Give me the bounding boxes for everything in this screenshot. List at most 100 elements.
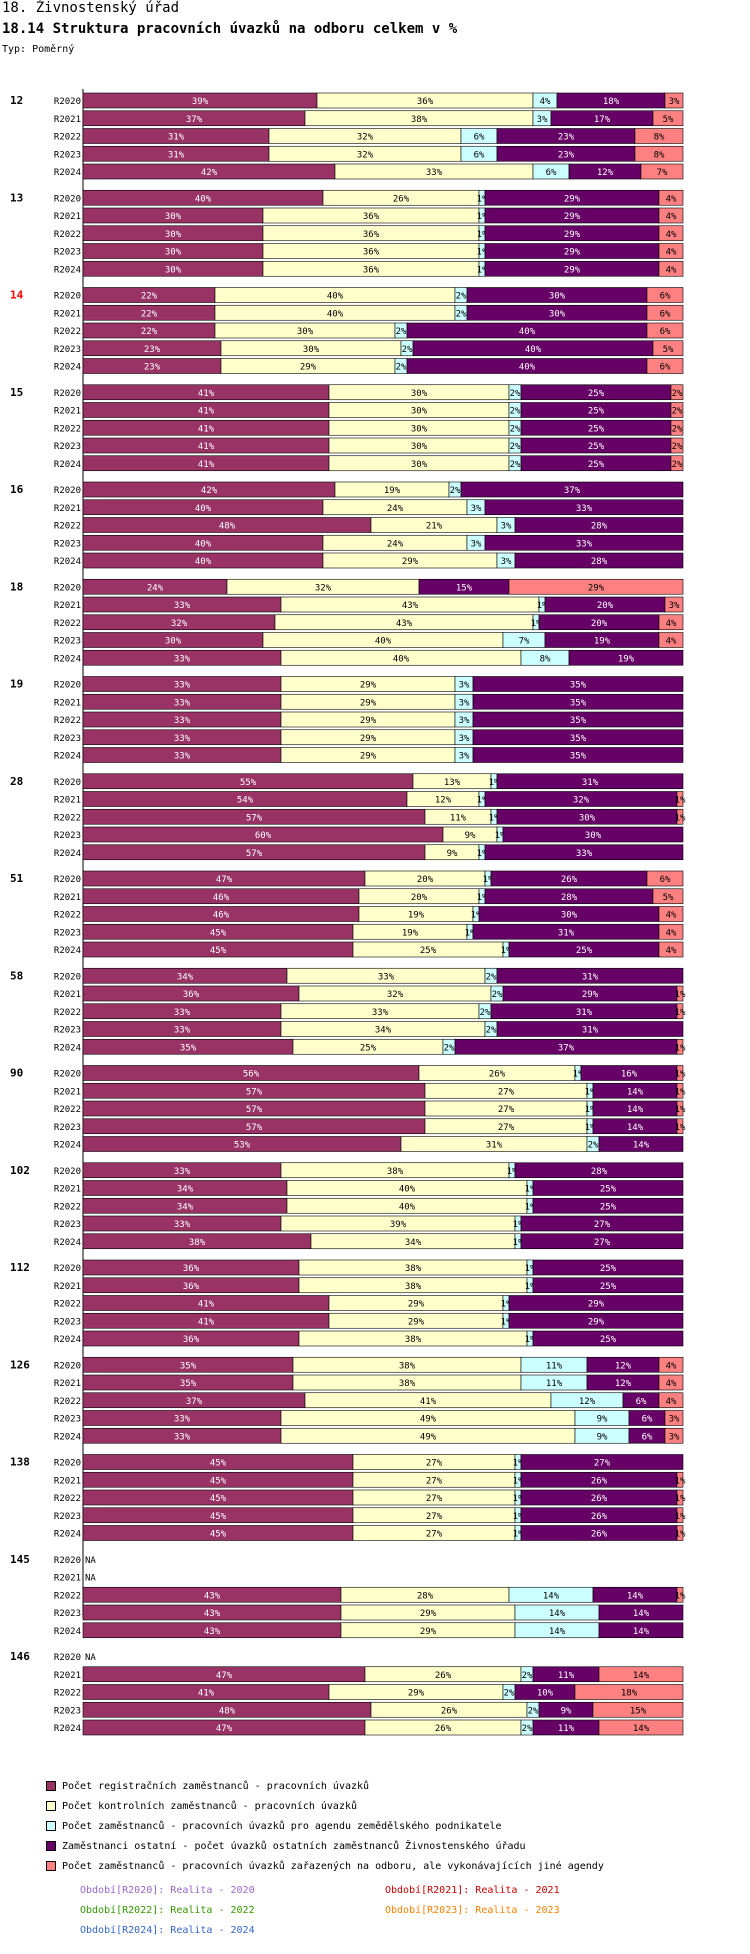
bar-value-label: 1% [477,849,488,859]
bar-value-label: 33% [174,1026,191,1036]
bar-value-label: 15% [630,1706,647,1716]
bar-value-label: 2% [672,407,683,417]
bar-value-label: 24% [147,583,164,593]
bar-value-label: 1% [675,1105,686,1115]
bar-value-label: 1% [477,230,488,240]
row-label: R2023 [54,1220,81,1230]
bar-value-label: 40% [399,1185,416,1195]
bar-value-label: 26% [591,1476,608,1486]
row-label: R2022 [54,911,81,921]
row-label: R2023 [54,248,81,258]
row-label: R2020 [54,97,81,107]
period-label: Období[R2021]: Realita - 2021 [385,1885,560,1896]
legend-swatch [46,1781,56,1791]
bar-value-label: 30% [411,460,428,470]
bar-value-label: 14% [627,1105,644,1115]
bar-value-label: 2% [456,292,467,302]
bar-value-label: 1% [477,265,488,275]
row-label: R2023 [54,1706,81,1716]
bar-value-label: 26% [561,875,578,885]
bar-value-label: 2% [456,309,467,319]
bar-value-label: 30% [165,265,182,275]
bar-value-label: 14% [633,1724,650,1734]
bar-value-label: 45% [210,1530,227,1540]
bar-value-label: 33% [174,654,191,664]
bar-value-label: 33% [174,1167,191,1177]
bar-value-label: 25% [600,1335,617,1345]
bar-value-label: 28% [417,1591,434,1601]
bar-segment [658,260,684,277]
bar-segment [664,92,684,109]
row-label: R2020 [54,1556,81,1566]
bar-value-label: 1% [477,248,488,258]
bar-segment [658,923,684,940]
row-label: R2021 [54,309,81,319]
bar-segment [676,1471,684,1488]
bar-value-label: 40% [195,504,212,514]
bar-value-label: 9% [447,849,458,859]
bar-segment [514,1162,684,1179]
bar-value-label: 1% [537,601,548,611]
bar-value-label: 39% [192,97,209,107]
bar-value-label: 1% [525,1335,536,1345]
bar-value-label: 23% [144,363,161,373]
row-label: R2022 [54,1008,81,1018]
bar-value-label: 27% [426,1459,443,1469]
bar-value-label: 30% [411,389,428,399]
bar-value-label: 33% [174,1008,191,1018]
bar-segment [676,1100,684,1117]
bar-value-label: 57% [246,813,263,823]
legend-label: Zaměstnanci ostatní - počet úvazků ostat… [62,1841,526,1852]
bar-value-label: 30% [549,292,566,302]
bar-value-label: 8% [540,654,551,664]
bar-segment [670,384,684,401]
bar-value-label: 26% [591,1494,608,1504]
bar-segment [646,870,684,887]
bar-value-label: 40% [399,1202,416,1212]
bar-value-label: 12% [435,796,452,806]
bar-value-label: 33% [174,1415,191,1425]
row-label: R2023 [54,1609,81,1619]
bar-value-label: 35% [570,752,587,762]
row-label: R2023 [54,637,81,647]
bar-value-label: 12% [615,1379,632,1389]
legend-label: Počet registračních zaměstnanců - pracov… [62,1781,370,1792]
group-label: 28 [10,775,23,788]
bar-value-label: 25% [600,1202,617,1212]
row-label: R2023 [54,150,81,160]
bar-value-label: 14% [549,1609,566,1619]
row-label: R2022 [54,133,81,143]
row-label: R2022 [54,813,81,823]
bar-value-label: 26% [393,194,410,204]
bar-segment [472,729,684,746]
group-label: 58 [10,969,23,982]
bar-value-label: 25% [600,1264,617,1274]
bar-value-label: 41% [420,1397,437,1407]
bar-segment [646,322,684,339]
bar-value-label: 33% [576,539,593,549]
bar-segment [496,967,684,984]
bar-value-label: 28% [591,557,608,567]
na-label: NA [85,1574,96,1584]
bar-segment [598,1136,684,1152]
bar-value-label: 4% [666,194,677,204]
bar-value-label: 25% [588,389,605,399]
bar-value-label: 6% [636,1397,647,1407]
bar-value-label: 18% [621,1689,638,1699]
bar-value-label: 1% [675,796,686,806]
bar-value-label: 32% [387,990,404,1000]
bar-value-label: 25% [588,424,605,434]
legend-swatch [46,1801,56,1811]
bar-value-label: 1% [513,1494,524,1504]
bar-value-label: 22% [141,309,158,319]
bar-value-label: 33% [174,1432,191,1442]
bar-value-label: 34% [177,1202,194,1212]
bar-value-label: 1% [483,875,494,885]
bar-value-label: 14% [633,1141,650,1151]
group-label: 14 [10,289,24,302]
legend-label: Počet zaměstnanců - pracovních úvazků pr… [62,1821,502,1832]
bar-segment [640,163,684,180]
bar-value-label: 46% [213,893,230,903]
bar-value-label: 33% [576,504,593,514]
bar-value-label: 2% [492,990,503,1000]
